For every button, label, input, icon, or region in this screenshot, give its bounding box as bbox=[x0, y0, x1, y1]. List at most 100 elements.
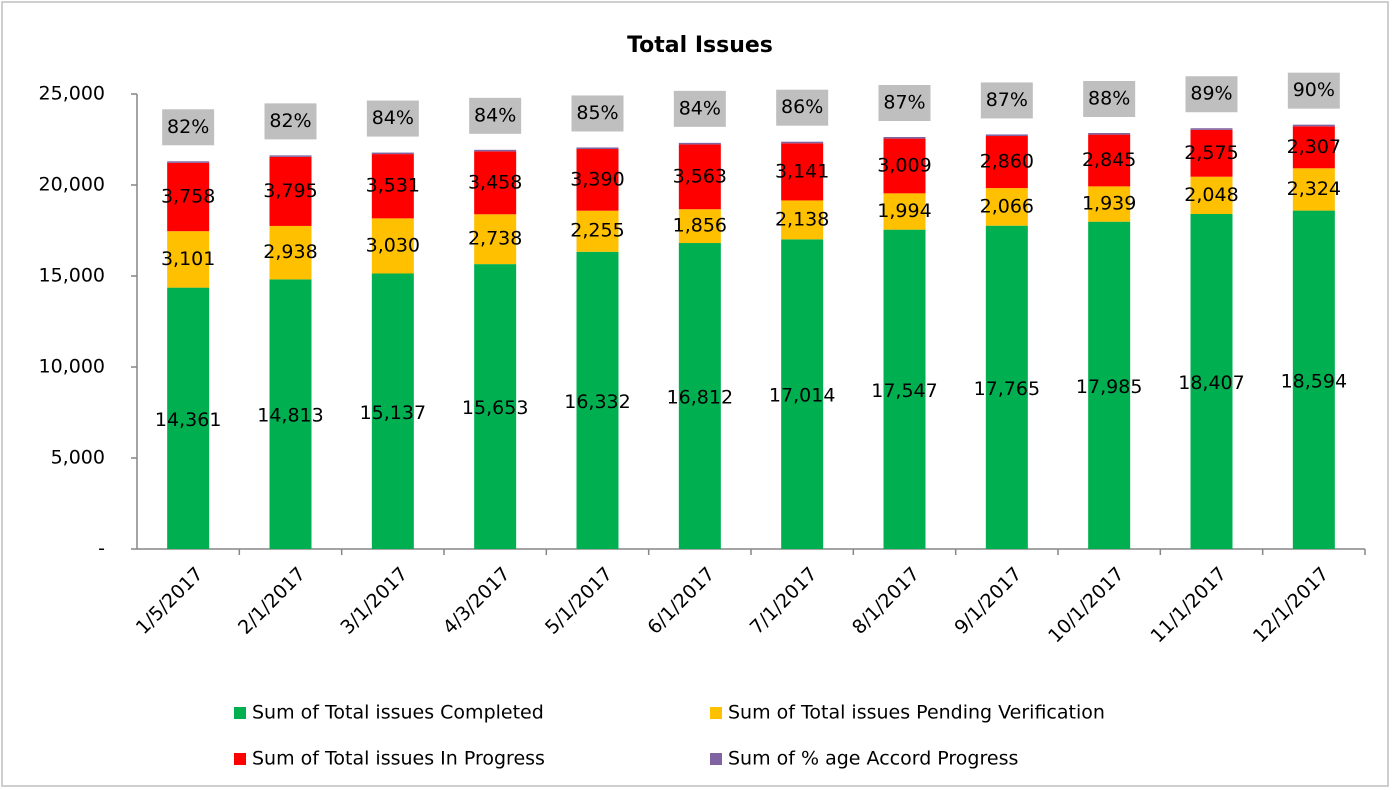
data-label: 1,939 bbox=[1082, 193, 1136, 215]
data-label: 18,594 bbox=[1281, 370, 1347, 392]
bar-segment bbox=[1292, 210, 1335, 549]
data-label: 88% bbox=[1088, 88, 1130, 110]
bar-segment bbox=[371, 273, 414, 549]
data-label: 3,758 bbox=[161, 185, 215, 207]
data-label: 2,738 bbox=[468, 228, 522, 250]
bar-segment bbox=[985, 188, 1028, 226]
bar-segment bbox=[576, 210, 619, 252]
bar-segment bbox=[985, 225, 1028, 549]
bar-segment bbox=[883, 193, 926, 230]
data-label: 82% bbox=[269, 110, 311, 132]
data-label: 17,547 bbox=[871, 380, 937, 402]
data-label: 3,795 bbox=[263, 180, 317, 202]
bar-segment bbox=[1190, 128, 1233, 130]
data-label: 82% bbox=[167, 116, 209, 138]
label-box bbox=[1185, 76, 1238, 113]
bar-segment bbox=[269, 156, 312, 226]
bar-segment bbox=[781, 239, 824, 549]
bar-segment bbox=[1190, 129, 1233, 177]
bar-segment bbox=[474, 149, 517, 152]
legend-swatch bbox=[710, 753, 722, 765]
bar-segment bbox=[1292, 126, 1335, 169]
bar-segment bbox=[167, 162, 210, 232]
legend-swatch bbox=[710, 707, 722, 719]
data-label: 3,531 bbox=[366, 175, 420, 197]
y-tick-label: 5,000 bbox=[51, 447, 105, 469]
bar-segment bbox=[781, 143, 824, 201]
data-label: 18,407 bbox=[1178, 372, 1244, 394]
bar-segment bbox=[167, 161, 210, 163]
bar-segment bbox=[269, 155, 312, 157]
data-label: 86% bbox=[781, 96, 823, 118]
data-label: 14,361 bbox=[155, 409, 221, 431]
data-label: 17,765 bbox=[974, 378, 1040, 400]
data-label: 90% bbox=[1293, 79, 1335, 101]
data-label: 15,137 bbox=[360, 402, 426, 424]
data-label: 3,563 bbox=[673, 165, 727, 187]
data-label: 89% bbox=[1190, 83, 1232, 105]
y-tick-label: 10,000 bbox=[39, 356, 105, 378]
bar-segment bbox=[1088, 186, 1131, 222]
y-tick-label: - bbox=[98, 538, 105, 560]
bar-segment bbox=[678, 144, 721, 210]
data-label: 1,994 bbox=[877, 200, 931, 222]
bar-segment bbox=[883, 138, 926, 194]
bar-segment bbox=[474, 264, 517, 549]
data-label: 1,856 bbox=[673, 215, 727, 237]
bar-segment bbox=[781, 200, 824, 240]
data-label: 3,458 bbox=[468, 171, 522, 193]
bar-segment bbox=[371, 154, 414, 219]
data-label: 2,324 bbox=[1287, 178, 1341, 200]
data-label: 3,141 bbox=[775, 160, 829, 182]
legend-swatch bbox=[234, 753, 246, 765]
label-box bbox=[571, 95, 624, 132]
bar-segment bbox=[678, 243, 721, 549]
legend-label: Sum of % age Accord Progress bbox=[728, 748, 1018, 770]
data-label: 3,009 bbox=[877, 154, 931, 176]
bar-segment bbox=[167, 231, 210, 288]
legend-label: Sum of Total issues Completed bbox=[252, 702, 544, 724]
bar-segment bbox=[883, 229, 926, 550]
data-label: 2,138 bbox=[775, 208, 829, 230]
data-label: 2,307 bbox=[1287, 136, 1341, 158]
data-label: 87% bbox=[883, 92, 925, 114]
data-label: 2,066 bbox=[980, 195, 1034, 217]
data-label: 3,390 bbox=[570, 168, 624, 190]
bar-segment bbox=[371, 152, 414, 155]
data-label: 16,332 bbox=[564, 391, 630, 413]
bar-segment bbox=[167, 287, 210, 549]
bar-segment bbox=[678, 209, 721, 244]
label-box bbox=[776, 89, 829, 126]
data-label: 14,813 bbox=[257, 405, 323, 427]
bar-segment bbox=[269, 279, 312, 549]
label-box bbox=[264, 103, 317, 140]
label-box bbox=[469, 97, 522, 134]
data-label: 84% bbox=[679, 97, 721, 119]
data-label: 84% bbox=[372, 107, 414, 129]
bar-segment bbox=[1190, 213, 1233, 549]
bar-segment bbox=[474, 214, 517, 265]
data-label: 2,575 bbox=[1184, 142, 1238, 164]
y-tick-label: 20,000 bbox=[39, 174, 105, 196]
data-label: 2,860 bbox=[980, 151, 1034, 173]
label-box bbox=[673, 90, 726, 127]
label-box bbox=[980, 82, 1033, 119]
bar-segment bbox=[576, 251, 619, 549]
bar-segment bbox=[269, 225, 312, 280]
bar-segment bbox=[1088, 133, 1131, 135]
bar-segment bbox=[678, 142, 721, 145]
label-box bbox=[1287, 72, 1340, 109]
legend-swatch bbox=[234, 707, 246, 719]
bar-segment bbox=[883, 137, 926, 139]
data-label: 85% bbox=[576, 102, 618, 124]
data-label: 3,101 bbox=[161, 248, 215, 270]
data-label: 15,653 bbox=[462, 397, 528, 419]
legend-label: Sum of Total issues In Progress bbox=[252, 748, 545, 770]
y-tick-label: 25,000 bbox=[39, 83, 105, 105]
legend-label: Sum of Total issues Pending Verification bbox=[728, 702, 1105, 724]
bar-segment bbox=[1190, 176, 1233, 214]
data-label: 87% bbox=[986, 89, 1028, 111]
y-tick-label: 15,000 bbox=[39, 265, 105, 287]
